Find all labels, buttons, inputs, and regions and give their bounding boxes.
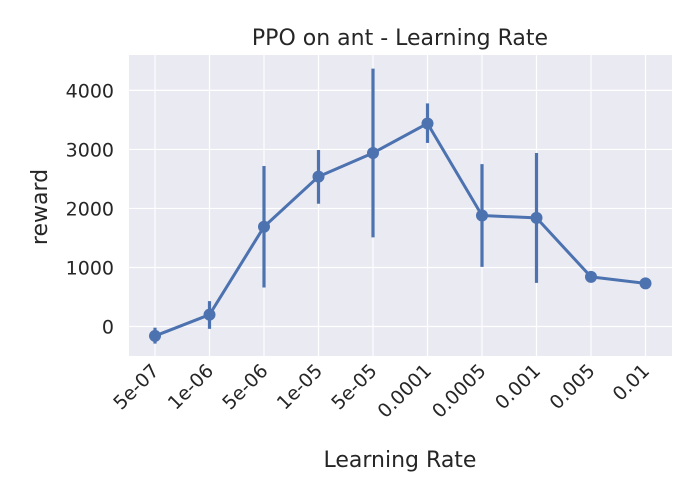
x-tick-label: 0.005	[546, 360, 600, 414]
x-tick-label: 0.0005	[428, 360, 491, 423]
series-line	[154, 121, 646, 338]
y-tick-label: 1000	[66, 257, 114, 279]
x-tick-label: 0.01	[609, 360, 654, 405]
data-points	[149, 117, 652, 342]
x-tick-label: 5e-06	[218, 360, 272, 414]
x-tick-label: 1e-06	[164, 360, 218, 414]
x-tick-label: 1e-05	[273, 360, 327, 414]
data-point	[476, 209, 488, 222]
x-axis-title: Learning Rate	[324, 448, 477, 473]
data-point	[203, 308, 216, 321]
data-point	[258, 220, 270, 233]
y-tick-label: 2000	[66, 198, 114, 220]
y-tick-labels: 0 1000 2000 3000 4000	[66, 80, 114, 338]
x-tick-label: 5e-07	[109, 360, 163, 414]
data-point	[585, 270, 597, 283]
x-tick-label: 0.001	[491, 360, 545, 414]
y-tick-label: 0	[102, 316, 114, 338]
y-tick-label: 3000	[66, 139, 114, 161]
data-point	[312, 170, 325, 183]
y-tick-label: 4000	[66, 80, 114, 102]
plot-background	[129, 55, 672, 356]
data-point	[421, 117, 434, 130]
x-tick-label: 0.0001	[373, 360, 436, 423]
data-point	[530, 211, 543, 224]
chart-title: PPO on ant - Learning Rate	[252, 26, 548, 51]
data-point	[149, 329, 161, 342]
data-point	[639, 277, 652, 290]
data-point	[367, 146, 379, 159]
y-axis-title: reward	[28, 169, 53, 245]
